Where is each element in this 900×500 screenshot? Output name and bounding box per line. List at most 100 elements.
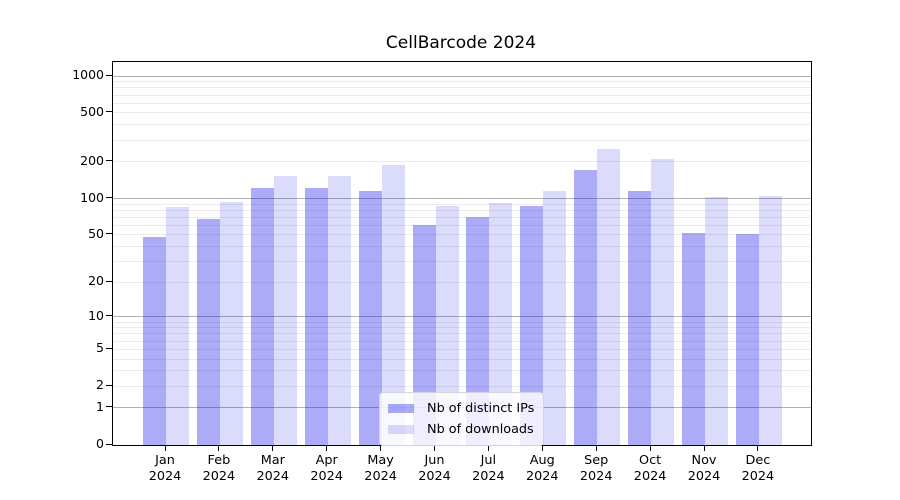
minor-gridline <box>113 94 811 96</box>
x-tick-mark <box>757 445 759 451</box>
x-tick-label-sep: Sep 2024 <box>566 453 626 485</box>
x-tick-mark <box>703 445 705 451</box>
y-tick-label: 100 <box>80 189 104 205</box>
y-tick-mark <box>106 280 112 282</box>
y-tick-label: 1 <box>96 398 104 414</box>
bar-nb-of-distinct-ips-mar <box>250 187 274 445</box>
bar-nb-of-downloads-feb <box>219 202 243 445</box>
major-gridline <box>113 75 811 77</box>
bar-nb-of-distinct-ips-may <box>358 190 382 445</box>
legend-swatch-downloads-icon <box>388 425 414 434</box>
minor-gridline <box>113 327 811 329</box>
bar-nb-of-distinct-ips-aug <box>520 205 544 445</box>
x-tick-mark <box>487 445 489 451</box>
bar-nb-of-downloads-oct <box>651 159 675 445</box>
legend-label-distinct-ips: Nb of distinct IPs <box>427 401 535 416</box>
bar-nb-of-downloads-sep <box>597 148 621 445</box>
x-tick-mark <box>272 445 274 451</box>
x-tick-mark <box>649 445 651 451</box>
minor-gridline <box>113 224 811 226</box>
bar-nb-of-downloads-dec <box>758 195 782 445</box>
bar-nb-of-distinct-ips-nov <box>682 232 705 445</box>
y-tick-label: 50 <box>88 225 104 241</box>
y-tick-mark <box>106 443 112 445</box>
bar-nb-of-downloads-aug <box>543 190 567 445</box>
y-tick-mark <box>106 160 112 162</box>
bar-nb-of-distinct-ips-oct <box>628 191 652 445</box>
x-tick-year: 2024 <box>256 469 290 484</box>
minor-gridline <box>113 102 811 104</box>
x-tick-label-jun: Jun 2024 <box>405 453 465 485</box>
x-tick-month: Mar <box>260 453 285 468</box>
minor-gridline <box>113 358 811 360</box>
bar-nb-of-distinct-ips-jan <box>143 237 166 445</box>
x-tick-mark <box>380 445 382 451</box>
minor-gridline <box>113 281 811 283</box>
y-tick-label: 500 <box>80 103 104 119</box>
x-tick-year: 2024 <box>579 469 613 484</box>
legend-item-distinct-ips: Nb of distinct IPs <box>388 398 534 419</box>
bar-nb-of-downloads-nov <box>705 197 728 445</box>
major-gridline <box>113 198 811 199</box>
y-tick-mark <box>106 111 112 113</box>
y-tick-label: 10 <box>88 307 104 323</box>
bar-nb-of-distinct-ips-jul <box>466 217 490 445</box>
x-tick-label-dec: Dec 2024 <box>728 453 788 485</box>
x-tick-year: 2024 <box>202 469 236 484</box>
x-tick-mark <box>326 445 328 451</box>
y-tick-label: 200 <box>80 152 104 168</box>
x-tick-label-oct: Oct 2024 <box>620 453 680 485</box>
bar-nb-of-downloads-apr <box>327 176 351 445</box>
x-tick-year: 2024 <box>633 469 667 484</box>
x-tick-label-mar: Mar 2024 <box>243 453 303 485</box>
y-tick-mark <box>106 315 112 317</box>
major-gridline <box>113 316 811 318</box>
minor-gridline <box>113 203 811 205</box>
bar-nb-of-downloads-jul <box>489 202 513 445</box>
minor-gridline <box>113 385 811 387</box>
x-tick-label-aug: Aug 2024 <box>512 453 572 485</box>
chart-title: CellBarcode 2024 <box>385 33 537 53</box>
minor-gridline <box>113 234 811 236</box>
x-tick-year: 2024 <box>687 469 721 484</box>
minor-gridline <box>113 87 811 89</box>
x-tick-mark <box>434 445 435 451</box>
x-tick-year: 2024 <box>741 469 775 484</box>
y-tick-label: 5 <box>96 340 104 356</box>
y-tick-label: 1000 <box>72 67 104 82</box>
minor-gridline <box>113 370 811 372</box>
minor-gridline <box>113 246 811 248</box>
y-tick-label: 20 <box>88 273 104 289</box>
x-tick-month: Dec <box>745 453 771 468</box>
x-tick-year: 2024 <box>526 469 559 484</box>
legend: Nb of distinct IPs Nb of downloads <box>379 392 545 446</box>
x-tick-label-nov: Nov 2024 <box>674 453 734 485</box>
x-tick-month: May <box>367 453 394 468</box>
bar-nb-of-downloads-jun <box>435 205 459 445</box>
minor-gridline <box>113 139 811 141</box>
x-tick-year: 2024 <box>310 469 343 484</box>
minor-gridline <box>113 209 811 211</box>
x-tick-month: Jan <box>155 453 175 468</box>
x-tick-label-apr: Apr 2024 <box>297 453 357 485</box>
bar-nb-of-distinct-ips-apr <box>304 187 328 445</box>
y-tick-mark <box>106 406 112 408</box>
x-tick-label-jul: Jul 2024 <box>458 453 518 485</box>
bar-nb-of-distinct-ips-sep <box>574 170 598 445</box>
y-tick-label: 2 <box>96 377 104 393</box>
minor-gridline <box>113 124 811 126</box>
x-tick-month: Apr <box>315 453 338 468</box>
x-tick-year: 2024 <box>148 469 182 484</box>
y-tick-mark <box>106 384 112 386</box>
x-tick-mark <box>218 445 220 451</box>
y-tick-mark <box>106 74 112 76</box>
x-tick-year: 2024 <box>472 469 505 484</box>
x-tick-month: Aug <box>529 453 555 468</box>
x-tick-month: Nov <box>691 453 717 468</box>
x-tick-mark <box>595 445 597 451</box>
plot-area <box>112 61 812 446</box>
x-tick-month: Feb <box>207 453 231 468</box>
minor-gridline <box>113 112 811 114</box>
legend-swatch-distinct-ips-icon <box>388 404 414 413</box>
x-tick-month: Jun <box>424 453 445 468</box>
